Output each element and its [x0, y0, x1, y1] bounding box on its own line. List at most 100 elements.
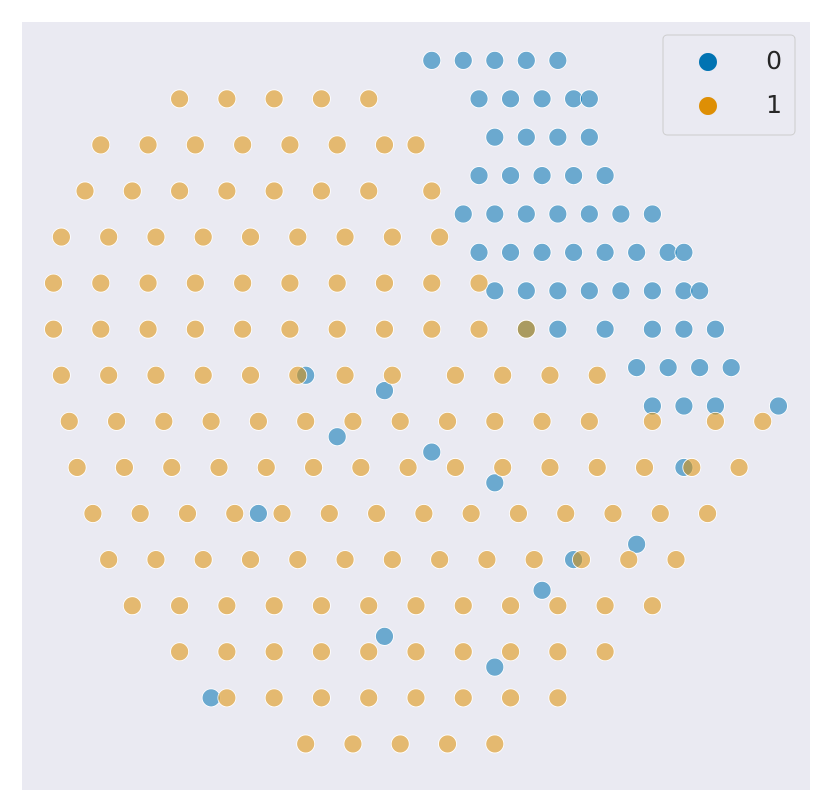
point [564, 242, 583, 262]
point [193, 227, 213, 247]
point [398, 458, 418, 477]
point [99, 550, 119, 569]
point [359, 89, 379, 109]
point [485, 127, 505, 147]
point [540, 458, 560, 477]
point [83, 504, 103, 523]
point [225, 504, 245, 523]
point [367, 504, 387, 523]
point [241, 227, 260, 247]
point [524, 550, 544, 569]
point [422, 51, 442, 70]
point [690, 358, 710, 378]
point [595, 166, 615, 186]
point [643, 319, 662, 339]
point [485, 473, 505, 493]
point [453, 596, 473, 616]
point [422, 319, 442, 339]
point [501, 642, 520, 662]
point [382, 365, 402, 385]
point [312, 688, 331, 708]
point [138, 135, 158, 155]
point [382, 550, 402, 569]
point [288, 365, 308, 385]
point [485, 734, 505, 754]
point [296, 411, 316, 431]
legend-label: 1 [766, 90, 782, 119]
point [469, 242, 489, 262]
point [233, 319, 253, 339]
point [327, 427, 347, 447]
point [59, 411, 79, 431]
point [280, 319, 300, 339]
point [619, 550, 639, 569]
point [438, 734, 457, 754]
point [217, 181, 237, 201]
point [52, 365, 71, 385]
point [445, 365, 465, 385]
point [548, 204, 568, 224]
point [493, 365, 513, 385]
point [729, 458, 749, 477]
point [122, 181, 142, 201]
point [516, 127, 536, 147]
point [327, 319, 347, 339]
point [217, 688, 237, 708]
point [595, 642, 615, 662]
point [516, 281, 536, 301]
point [233, 135, 253, 155]
point [414, 504, 434, 523]
point [548, 319, 568, 339]
point [548, 51, 568, 70]
point [611, 204, 631, 224]
point [217, 642, 237, 662]
point [335, 550, 355, 569]
point [280, 273, 300, 293]
point [438, 411, 457, 431]
point [603, 504, 623, 523]
point [296, 734, 316, 754]
point [501, 89, 520, 109]
point [769, 396, 788, 416]
point [217, 596, 237, 616]
point [327, 273, 347, 293]
point [248, 411, 268, 431]
legend: 01 [662, 34, 796, 136]
point [91, 319, 111, 339]
point [170, 181, 190, 201]
point [178, 504, 197, 523]
point [248, 504, 268, 523]
point [375, 381, 394, 401]
point [390, 411, 410, 431]
point [375, 135, 394, 155]
point [485, 51, 505, 70]
point [469, 319, 489, 339]
point [351, 458, 371, 477]
points [44, 51, 788, 754]
point [52, 227, 71, 247]
point [674, 281, 694, 301]
point [264, 89, 284, 109]
point [579, 89, 599, 109]
point [564, 166, 583, 186]
point [548, 642, 568, 662]
point [288, 550, 308, 569]
point [264, 642, 284, 662]
point [99, 365, 119, 385]
point [107, 411, 126, 431]
point [666, 550, 686, 569]
point [493, 458, 513, 477]
point [375, 627, 394, 646]
point [359, 642, 379, 662]
point [154, 411, 174, 431]
legend-label: 0 [766, 46, 782, 75]
point [115, 458, 134, 477]
point [406, 688, 426, 708]
point [170, 642, 190, 662]
point [564, 89, 583, 109]
point [453, 204, 473, 224]
point [44, 319, 63, 339]
point [122, 596, 142, 616]
point [532, 411, 552, 431]
point [548, 281, 568, 301]
